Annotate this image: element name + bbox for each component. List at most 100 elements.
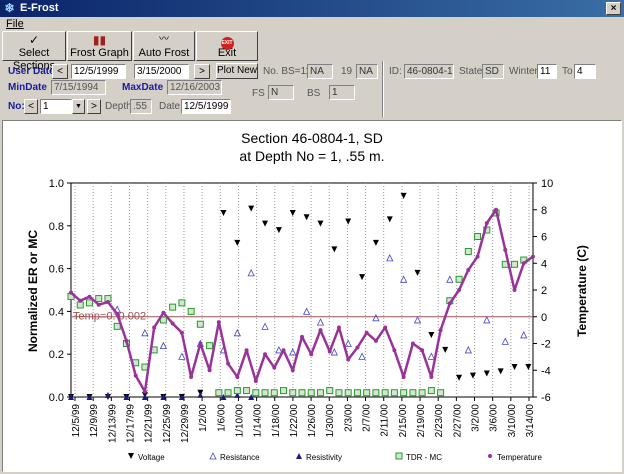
point-resistance: [372, 313, 380, 322]
no-next-button[interactable]: >: [87, 99, 101, 114]
point-resistivity: [141, 394, 148, 400]
x-tick-label: 1/30/00: [325, 404, 336, 438]
point-tdr-mc: [196, 320, 204, 328]
point-temperature: [364, 330, 369, 335]
point-temperature: [346, 357, 351, 362]
point-temperature: [300, 334, 304, 339]
point-resistance: [330, 348, 338, 356]
y-axis-label: Normalized ER or MC: [26, 230, 40, 352]
point-resistivity: [104, 391, 111, 398]
point-voltage: [442, 346, 449, 353]
menu-file[interactable]: File: [6, 18, 24, 30]
chart-panel: Section 46-0804-1, SD at Depth No = 1, .…: [2, 120, 622, 472]
point-temperature: [69, 290, 73, 295]
x-tick-label: 1/10/00: [234, 404, 245, 438]
no-dropdown-button[interactable]: ▼: [72, 99, 85, 114]
point-temperature: [198, 341, 203, 346]
nineteen-field: NA: [356, 64, 378, 79]
point-tdr-mc: [427, 387, 435, 395]
point-temperature: [494, 207, 499, 212]
exit-button[interactable]: EXIT Exit: [196, 31, 258, 61]
plot-new-button[interactable]: Plot New: [216, 63, 258, 79]
point-resistance: [344, 339, 352, 347]
window-title: E-Frost: [20, 2, 59, 14]
x-tick-label: 2/7/00: [362, 404, 373, 432]
menu-bar: File: [0, 17, 624, 31]
point-tdr-mc: [159, 316, 167, 324]
max-date-field: 12/16/2003: [167, 80, 222, 95]
point-temperature: [392, 348, 397, 353]
frost-graph-button[interactable]: ▮▮ Frost Graph: [67, 31, 132, 61]
point-tdr-mc: [400, 389, 408, 397]
point-voltage: [248, 205, 255, 212]
min-date-label: MinDate: [8, 82, 47, 93]
bar-chart-icon: ▮▮: [92, 33, 107, 47]
user-date-end-input[interactable]: 3/15/2000: [134, 64, 189, 79]
point-temperature: [327, 349, 332, 354]
point-voltage: [456, 374, 463, 381]
point-tdr-mc: [169, 303, 177, 311]
point-temperature: [142, 389, 147, 394]
x-tick-label: 12/29/99: [180, 404, 191, 443]
y-tick-label: 0.4: [49, 306, 64, 318]
x-tick-label: 12/25/99: [162, 404, 173, 443]
no-prev-button[interactable]: <: [24, 99, 38, 114]
point-resistivity: [248, 394, 255, 400]
point-temperature: [272, 365, 277, 370]
point-temperature: [124, 338, 129, 343]
title-bar: ❄ E-Frost ×: [0, 0, 624, 17]
point-voltage: [497, 368, 504, 375]
point-temperature: [420, 348, 425, 353]
point-voltage: [414, 269, 421, 276]
point-temperature: [373, 338, 378, 343]
point-tdr-mc: [474, 233, 482, 240]
user-date-next-button[interactable]: >: [194, 64, 210, 79]
point-tdr-mc: [418, 389, 426, 397]
point-temperature: [152, 325, 157, 330]
id-field: 46-0804-1: [404, 64, 454, 79]
point-temperature: [457, 288, 462, 292]
point-temperature: [336, 325, 341, 330]
point-voltage: [428, 331, 435, 338]
plot-area: [70, 182, 534, 398]
legend-label-resistance: Resistance: [220, 453, 260, 462]
point-temperature: [96, 302, 101, 307]
point-tdr-mc: [363, 389, 371, 397]
point-resistance: [178, 352, 186, 360]
point-voltage: [289, 209, 296, 216]
point-temperature: [438, 328, 443, 333]
date-input[interactable]: 12/5/1999: [181, 99, 231, 114]
select-sections-button[interactable]: ✓ Select Sections: [2, 31, 66, 72]
point-voltage: [262, 220, 269, 227]
x-tick-label: 3/10/00: [507, 404, 518, 438]
point-temperature: [466, 267, 471, 272]
point-tdr-mc: [178, 299, 186, 307]
point-resistivity: [68, 394, 74, 400]
point-tdr-mc: [289, 389, 297, 397]
point-resistivity: [234, 391, 241, 398]
winter-input[interactable]: 11: [537, 64, 557, 79]
point-tdr-mc: [372, 389, 380, 397]
y2-axis-label: Temperature (C): [575, 245, 589, 337]
point-temperature: [410, 341, 415, 346]
close-button[interactable]: ×: [606, 2, 621, 15]
to-input[interactable]: 4: [574, 64, 596, 79]
point-resistivity: [178, 394, 185, 400]
y-tick-label: 1.0: [49, 178, 64, 190]
user-date-prev-button[interactable]: <: [52, 64, 68, 79]
y2-tick-label: 4: [541, 258, 547, 270]
user-date-start-input[interactable]: 12/5/1999: [71, 64, 126, 79]
winter-label: Winter: [509, 66, 538, 77]
y2-tick-label: 10: [541, 178, 553, 190]
point-resistivity: [160, 394, 167, 400]
point-resistivity: [197, 391, 204, 398]
no-select[interactable]: 1: [40, 99, 72, 114]
y2-tick-label: 0: [541, 312, 547, 324]
auto-frost-button[interactable]: 〰 Auto Frost: [133, 31, 195, 61]
checkmark-icon: ✓: [28, 33, 40, 47]
point-temperature: [475, 254, 480, 259]
point-tdr-mc: [270, 389, 278, 397]
point-tdr-mc: [224, 389, 232, 397]
point-tdr-mc: [280, 387, 288, 395]
point-tdr-mc: [344, 389, 352, 397]
